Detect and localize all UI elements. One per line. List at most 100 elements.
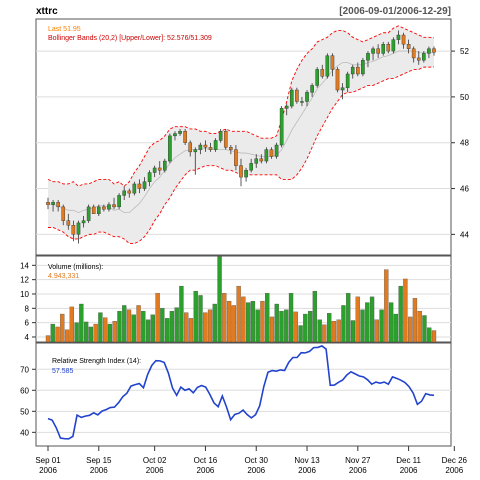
candle bbox=[56, 200, 60, 212]
candle bbox=[127, 188, 132, 198]
x-tick-label: Oct 02 bbox=[143, 456, 167, 465]
candle bbox=[274, 142, 279, 159]
candle bbox=[416, 51, 421, 65]
candle-body bbox=[335, 69, 340, 91]
candle bbox=[102, 204, 106, 212]
candle bbox=[223, 128, 228, 150]
x-tick-label: Sep 15 bbox=[86, 456, 112, 465]
candle bbox=[91, 204, 96, 214]
candle bbox=[213, 138, 218, 152]
candle-body bbox=[218, 131, 223, 141]
volume-bar bbox=[45, 335, 51, 343]
rsi-last-label: 57.585 bbox=[52, 368, 74, 375]
volume-bar bbox=[50, 323, 55, 343]
volume-bar bbox=[231, 305, 237, 343]
volume-bar bbox=[245, 302, 251, 343]
volume-bar bbox=[427, 327, 432, 343]
candle bbox=[254, 154, 259, 168]
candle-body bbox=[51, 202, 55, 205]
volume-bar bbox=[341, 305, 346, 343]
candle-body bbox=[406, 44, 411, 49]
candle-body bbox=[371, 48, 375, 54]
candle bbox=[371, 46, 375, 61]
candle-body bbox=[432, 48, 436, 53]
candle bbox=[117, 193, 121, 210]
volume-bar bbox=[164, 318, 170, 343]
candle-body bbox=[259, 158, 264, 162]
volume-bar bbox=[103, 317, 108, 343]
rsi-panel-frame bbox=[35, 342, 452, 447]
candle-body bbox=[198, 144, 203, 150]
rsi-tick-label: 60 bbox=[20, 386, 29, 395]
x-tick-label: Dec 26 bbox=[442, 456, 468, 465]
candle-body bbox=[81, 220, 86, 224]
volume-bar bbox=[207, 309, 213, 343]
volume-bar bbox=[74, 322, 79, 343]
volume-bar bbox=[284, 309, 289, 343]
candle bbox=[239, 158, 243, 187]
candle-body bbox=[168, 135, 172, 162]
candle-body bbox=[320, 69, 325, 77]
candle-body bbox=[147, 172, 152, 182]
volume-bar bbox=[365, 302, 370, 343]
candle-body bbox=[91, 206, 96, 214]
volume-bar bbox=[98, 312, 103, 343]
candle-body bbox=[163, 160, 167, 171]
volume-bar bbox=[145, 319, 151, 343]
candle bbox=[432, 46, 436, 56]
volume-bar bbox=[250, 300, 256, 343]
candle-body bbox=[234, 149, 238, 166]
candle-body bbox=[71, 225, 76, 235]
candle-body bbox=[289, 89, 294, 107]
candle-body bbox=[249, 163, 253, 171]
candle bbox=[203, 140, 208, 152]
volume-bar bbox=[255, 309, 260, 343]
candle-body bbox=[254, 158, 259, 164]
candle-body bbox=[132, 183, 137, 194]
candle bbox=[112, 197, 116, 210]
candle-body bbox=[330, 55, 335, 70]
candle-body bbox=[66, 220, 71, 226]
candle bbox=[330, 53, 335, 77]
candle bbox=[366, 51, 370, 68]
x-tick-year: 2006 bbox=[400, 466, 418, 475]
candle-body bbox=[300, 101, 304, 103]
candle bbox=[173, 131, 177, 141]
candle bbox=[132, 181, 137, 196]
candle bbox=[396, 30, 401, 45]
volume-bar bbox=[393, 313, 399, 343]
volume-bar bbox=[279, 311, 284, 343]
candle bbox=[76, 220, 81, 244]
rsi-grid bbox=[36, 368, 451, 433]
candle-body bbox=[279, 108, 284, 146]
candle bbox=[193, 147, 198, 175]
candle bbox=[244, 167, 248, 182]
candle bbox=[178, 128, 182, 136]
candle bbox=[289, 87, 294, 109]
rsi-tick-label: 50 bbox=[20, 407, 29, 416]
candle-body bbox=[401, 34, 406, 45]
candle bbox=[107, 202, 111, 212]
candle bbox=[168, 133, 172, 164]
candle-body bbox=[350, 66, 355, 75]
volume-bar bbox=[212, 303, 217, 343]
volume-bar bbox=[322, 324, 327, 343]
candle bbox=[350, 64, 355, 79]
candle bbox=[208, 142, 213, 152]
candle bbox=[411, 46, 416, 63]
candle-body bbox=[345, 73, 350, 88]
price-panel-frame bbox=[35, 18, 452, 256]
candle bbox=[51, 200, 55, 212]
candle bbox=[81, 216, 86, 228]
rsi-y-axis: 40 50 60 70 bbox=[20, 365, 36, 437]
volume-bar bbox=[269, 316, 275, 343]
candle bbox=[315, 67, 319, 88]
candle bbox=[381, 41, 386, 56]
candle bbox=[137, 179, 142, 194]
volume-tick-label: 4 bbox=[25, 333, 30, 342]
candle-body bbox=[46, 202, 50, 205]
x-tick-year: 2006 bbox=[39, 466, 57, 475]
volume-bar bbox=[112, 321, 117, 343]
